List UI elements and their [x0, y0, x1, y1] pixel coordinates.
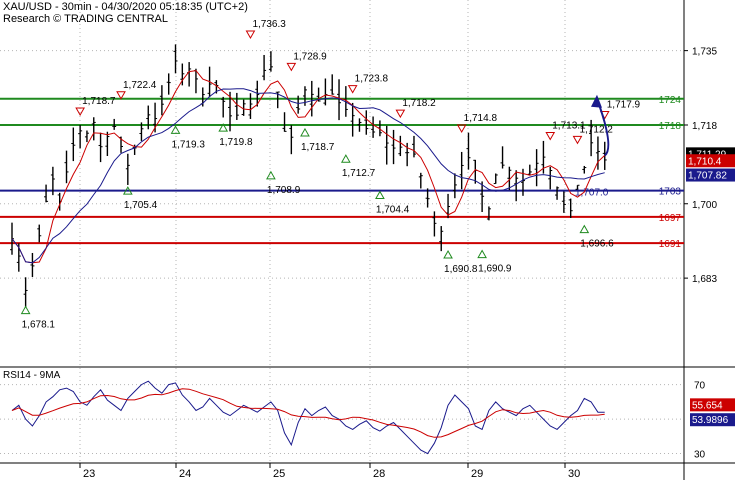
key-level-label: 1697 — [659, 213, 682, 224]
swing-low-label: 1,708.9 — [267, 185, 301, 196]
swing-low-marker — [375, 190, 385, 199]
time-tick-label: 25 — [273, 468, 285, 480]
chart-header-credit: Research © TRADING CENTRAL — [3, 13, 168, 25]
swing-low-marker — [477, 249, 487, 259]
ma-slow-line — [11, 88, 605, 264]
swing-low-label: 1,719.8 — [219, 137, 253, 148]
rsi-value-tag-label: 55.654 — [692, 400, 723, 411]
price-tick-label: 1,683 — [692, 274, 717, 285]
swing-low-marker — [218, 123, 229, 132]
time-tick-label: 30 — [568, 468, 580, 480]
projection-arrow-head — [591, 94, 602, 108]
swing-low-marker — [122, 186, 133, 195]
swing-low-marker — [170, 125, 181, 134]
price-tag-box — [686, 168, 735, 182]
time-tick-label: 24 — [179, 468, 191, 480]
swing-low-marker — [266, 170, 276, 180]
swing-high-marker — [395, 109, 406, 119]
rsi-value-tag-label: 53.9896 — [692, 415, 729, 426]
swing-high-label: 1,718.7 — [82, 96, 116, 107]
key-level-label: 1718 — [659, 121, 682, 132]
key-level-label: 1703 — [659, 187, 682, 198]
time-tick-label: 29 — [471, 468, 483, 480]
price-tick-label: 1,735 — [692, 47, 717, 58]
key-level-label: 1724 — [659, 95, 682, 106]
rsi-ma-line — [11, 388, 605, 438]
swing-low-label: 1,696.6 — [580, 239, 614, 250]
swing-high-label: 1,718.2 — [402, 98, 436, 109]
swing-low-label: 1,704.4 — [376, 205, 410, 216]
swing-high-marker — [456, 124, 467, 134]
price-tag-box — [686, 154, 735, 168]
swing-high-marker — [116, 91, 126, 100]
rsi-tick-label: 30 — [694, 450, 706, 461]
price-tag-label: 1,707.82 — [688, 171, 727, 182]
swing-low-label: 1,690.9 — [478, 264, 512, 275]
swing-low-marker — [443, 249, 453, 259]
swing-high-label: 1,714.8 — [464, 113, 498, 124]
price-tick-label: 1,718 — [692, 121, 717, 132]
rsi-value-tag-box — [690, 398, 735, 412]
swing-high-marker — [347, 85, 358, 94]
swing-low-marker — [579, 224, 590, 234]
swing-low-label: 1,690.8 — [444, 264, 478, 275]
swing-low-label: 1,719.3 — [172, 139, 206, 150]
swing-high-marker — [572, 135, 583, 145]
swing-low-marker — [300, 127, 310, 137]
time-tick-label: 23 — [83, 468, 95, 480]
chart-header-title: XAU/USD - 30min - 04/30/2020 05:18:35 (U… — [3, 1, 248, 13]
swing-low-label: 1,718.7 — [301, 142, 335, 153]
swing-high-label: 1,723.8 — [355, 74, 389, 85]
swing-high-label: 1,717.9 — [607, 99, 641, 110]
swing-high-label: 1,728.9 — [293, 51, 327, 62]
time-tick-label: 28 — [373, 468, 385, 480]
rsi-title: RSI14 - 9MA — [3, 370, 61, 381]
rsi-tick-label: 70 — [694, 381, 706, 392]
swing-high-marker — [545, 131, 556, 141]
ma-fast-line — [11, 70, 606, 264]
key-level-note: 1,707.0 — [575, 188, 609, 199]
swing-low-marker — [340, 154, 351, 163]
price-tick-label: 1,700 — [692, 200, 717, 211]
swing-low-label: 1,678.1 — [22, 320, 56, 331]
swing-high-label: 1,713.1 — [552, 120, 586, 131]
key-level-label: 1691 — [659, 239, 682, 250]
swing-high-label: 1,722.4 — [123, 80, 157, 91]
swing-low-label: 1,712.7 — [342, 168, 376, 179]
swing-high-marker — [245, 30, 256, 39]
swing-high-marker — [75, 107, 85, 116]
swing-high-label: 1,712.2 — [579, 124, 613, 135]
price-tag-label: 1,710.4 — [688, 156, 722, 167]
swing-high-label: 1,736.3 — [252, 19, 286, 30]
rsi-value-tag-box — [690, 413, 735, 427]
swing-low-marker — [20, 305, 31, 315]
swing-high-marker — [286, 62, 297, 72]
swing-low-label: 1,705.4 — [124, 200, 158, 211]
